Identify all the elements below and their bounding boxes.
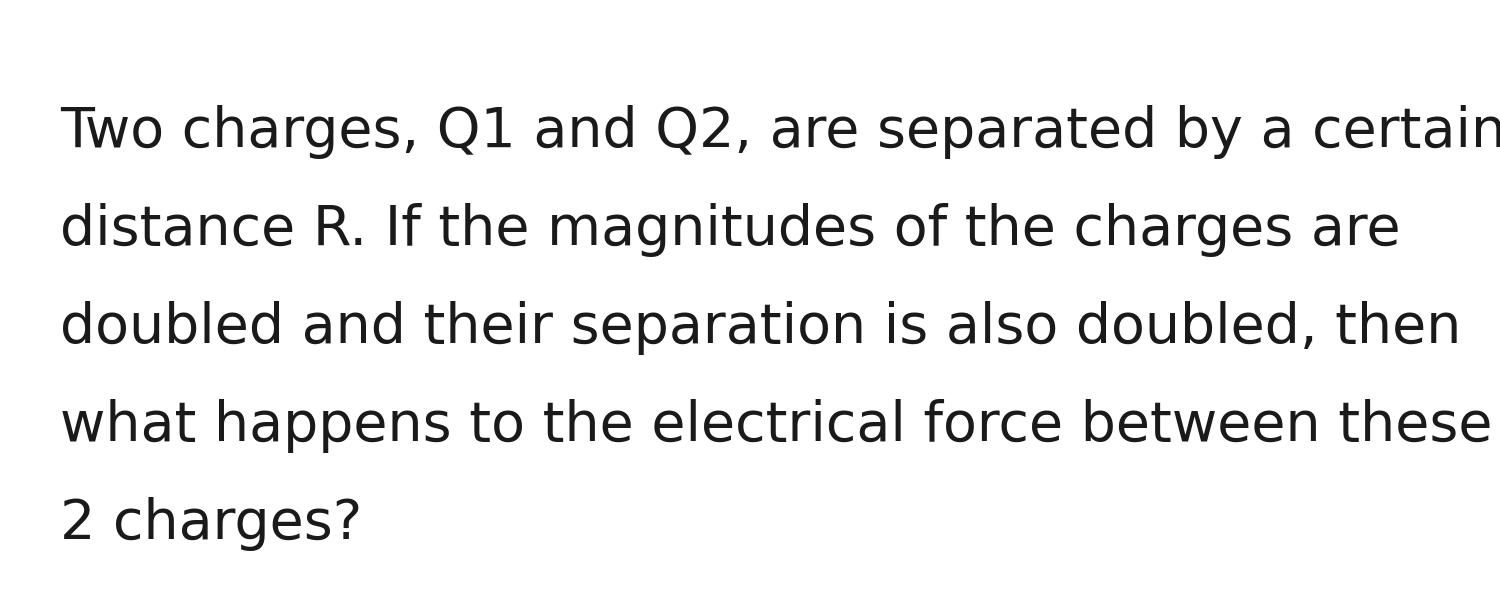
Text: what happens to the electrical force between these: what happens to the electrical force bet…: [60, 399, 1492, 453]
Text: Two charges, Q1 and Q2, are separated by a certain: Two charges, Q1 and Q2, are separated by…: [60, 105, 1500, 159]
Text: doubled and their separation is also doubled, then: doubled and their separation is also dou…: [60, 301, 1461, 355]
Text: 2 charges?: 2 charges?: [60, 497, 363, 551]
Text: distance R. If the magnitudes of the charges are: distance R. If the magnitudes of the cha…: [60, 203, 1401, 257]
